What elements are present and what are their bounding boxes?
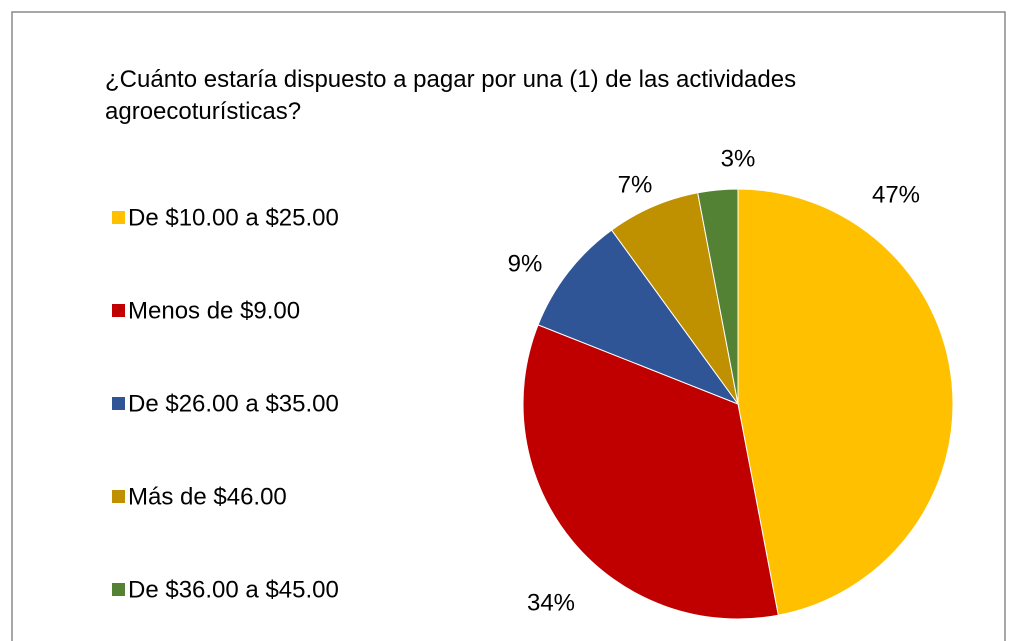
legend-swatch [112, 490, 125, 503]
legend-label: Más de $46.00 [128, 483, 287, 510]
data-label: 9% [508, 250, 543, 277]
pie-slice [522, 324, 779, 620]
chart-title: ¿Cuánto estaría dispuesto a pagar por un… [105, 66, 797, 125]
legend-swatch [112, 211, 125, 224]
legend-label: De $36.00 a $45.00 [128, 576, 339, 603]
data-label: 3% [721, 145, 756, 172]
legend-swatch [112, 304, 125, 317]
data-label: 34% [527, 589, 575, 616]
legend-label: De $26.00 a $35.00 [128, 390, 339, 417]
chart-frame [11, 11, 1006, 641]
legend-swatch [112, 397, 125, 410]
data-label: 47% [872, 181, 920, 208]
pie-slice [737, 188, 954, 616]
legend-label: Menos de $9.00 [128, 297, 300, 324]
legend-label: De $10.00 a $25.00 [128, 204, 339, 231]
data-label: 7% [618, 171, 653, 198]
legend-swatch [112, 583, 125, 596]
pie-slice [697, 188, 739, 405]
pie-slice [537, 229, 740, 406]
